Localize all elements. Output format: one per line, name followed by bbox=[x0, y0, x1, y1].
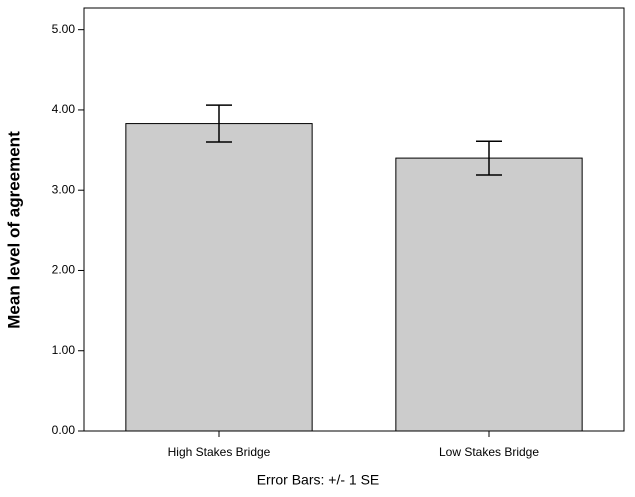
error-bar bbox=[206, 104, 232, 143]
y-tick-label: 4.00 bbox=[52, 102, 76, 116]
y-tick-label: 3.00 bbox=[52, 182, 76, 196]
annotation: Error Bars: +/- 1 SE bbox=[257, 472, 380, 488]
bar bbox=[395, 157, 583, 432]
y-tick-label: 1.00 bbox=[52, 343, 76, 357]
x-tick-label: High Stakes Bridge bbox=[168, 445, 271, 459]
y-axis-label: Mean level of agreement bbox=[4, 131, 23, 329]
y-tick-label: 0.00 bbox=[52, 423, 76, 437]
y-tick-label: 2.00 bbox=[52, 263, 76, 277]
x-tick-label: Low Stakes Bridge bbox=[439, 445, 539, 459]
plot-area bbox=[83, 7, 625, 432]
bar bbox=[125, 123, 313, 432]
error-bar bbox=[476, 140, 502, 176]
y-tick-label: 5.00 bbox=[52, 22, 76, 36]
